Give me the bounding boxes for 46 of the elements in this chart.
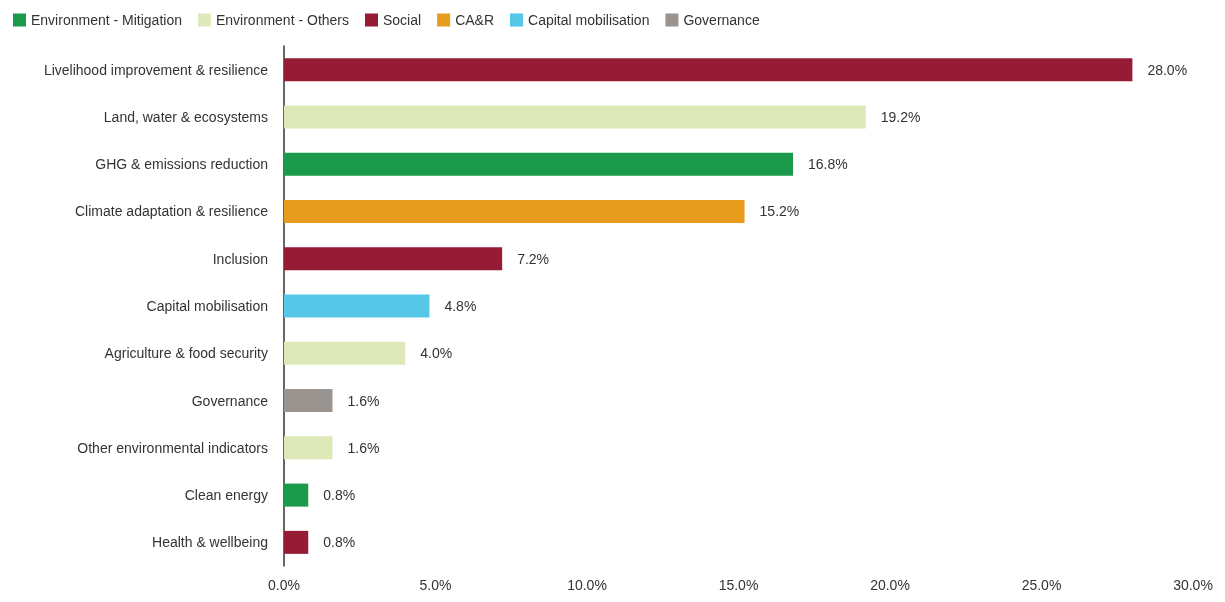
x-tick-label: 5.0% <box>419 577 452 593</box>
x-tick-label: 10.0% <box>567 577 607 593</box>
x-tick-label: 20.0% <box>870 577 910 593</box>
y-tick-label: Inclusion <box>212 250 268 267</box>
legend-label: Environment - Others <box>215 12 350 28</box>
bar <box>284 105 866 129</box>
bar <box>284 247 503 271</box>
text: 0.8% <box>323 487 356 504</box>
x-tick-label: 0.0% <box>268 577 300 593</box>
legend-label: Capital mobilisation <box>528 12 650 28</box>
y-tick-label: Climate adaptation & resilience <box>75 203 269 220</box>
x-tick-label: 15.0% <box>718 577 759 593</box>
text: 19.2% <box>880 108 921 125</box>
text: 16.8% <box>808 156 848 173</box>
text: 1.6% <box>347 392 380 409</box>
text: 4.0% <box>420 345 453 362</box>
y-tick-label: Livelihood improvement & resilience <box>43 61 269 78</box>
y-tick-label: Land, water & ecosystems <box>103 108 268 125</box>
text: 7.2% <box>517 250 550 267</box>
bar <box>284 341 406 365</box>
legend-label: Governance <box>683 12 760 28</box>
bar <box>284 58 1133 82</box>
text: 4.8% <box>444 298 477 314</box>
y-tick-label: Clean energy <box>184 487 268 504</box>
legend-label: CA&R <box>455 12 495 28</box>
text: 15.2% <box>759 203 800 220</box>
bar <box>284 389 333 413</box>
legend-label: Environment - Mitigation <box>31 12 182 28</box>
bar <box>284 530 309 554</box>
text: 28.0% <box>1147 61 1188 78</box>
y-tick-label: Health & wellbeing <box>152 534 268 551</box>
y-tick-label: Agriculture & food security <box>104 345 268 362</box>
bar <box>284 199 745 223</box>
text: 1.6% <box>347 439 380 456</box>
bar <box>284 483 309 507</box>
x-tick-label: 25.0% <box>1021 577 1062 593</box>
bar <box>284 294 430 318</box>
bar <box>284 436 333 460</box>
legend-label: Social <box>383 12 422 28</box>
y-tick-label: Capital mobilisation <box>146 298 268 314</box>
text: 0.8% <box>323 534 356 551</box>
y-tick-label: GHG & emissions reduction <box>95 156 268 173</box>
y-tick-label: Governance <box>191 392 269 409</box>
bar <box>284 152 794 176</box>
x-tick-label: 30.0% <box>1173 577 1213 593</box>
y-tick-label: Other environmental indicators <box>77 439 268 456</box>
